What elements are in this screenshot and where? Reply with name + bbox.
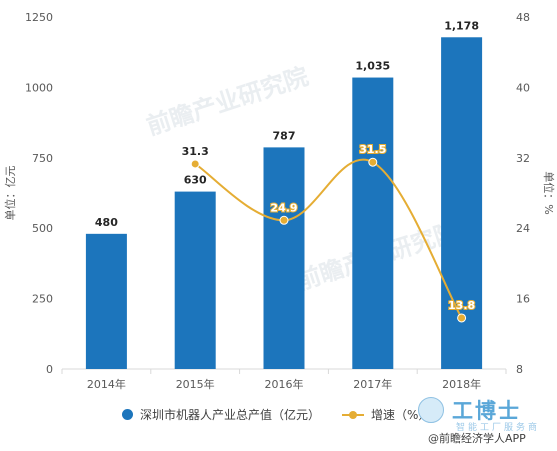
- bar: [85, 233, 127, 369]
- x-tick-label: 2018年: [442, 377, 481, 391]
- line-series: 31.3 24.9 31.5 13.8: [182, 142, 476, 323]
- mascot-icon: [418, 397, 444, 423]
- axes: 2014年 2015年 2016年 2017年 2018年 0 250 500 750 1000 1…: [3, 11, 556, 391]
- bar-series: 480 630 787 1,035 1,178: [85, 19, 483, 369]
- bar-value-label: 480: [95, 216, 118, 229]
- y-left-tick-label: 750: [32, 152, 53, 165]
- source-credit: @前瞻经济学人APP: [428, 432, 526, 445]
- bar-value-label: 787: [273, 129, 296, 142]
- bar-value-label: 630: [184, 174, 207, 187]
- legend-item-line[interactable]: 增速（%）: [342, 406, 430, 423]
- bar: [174, 191, 216, 369]
- y-left-axis-title: 单位：亿元: [3, 166, 17, 221]
- legend-item-bar[interactable]: 深圳市机器人产业总产值（亿元）: [122, 406, 320, 423]
- y-right-tick-label: 8: [516, 363, 523, 376]
- line-point: [457, 313, 467, 323]
- line-value-label: 13.8: [448, 299, 475, 312]
- legend: 深圳市机器人产业总产值（亿元） 增速（%）: [122, 402, 452, 426]
- y-left-tick-label: 500: [32, 222, 53, 235]
- y-right-tick-label: 48: [516, 11, 530, 24]
- line-value-label: 31.3: [182, 145, 209, 158]
- legend-line-label: 增速（%）: [371, 407, 431, 422]
- line-point: [190, 159, 200, 169]
- bar: [352, 77, 394, 369]
- line-value-label: 24.9: [270, 201, 297, 214]
- legend-line-swatch: [342, 409, 365, 420]
- x-tick-label: 2017年: [353, 377, 392, 391]
- x-tick-label: 2016年: [265, 377, 304, 391]
- brand-logo: 工博士 智能工厂服务商: [412, 395, 552, 447]
- x-tick-label: 2014年: [87, 377, 126, 391]
- bar: [263, 147, 305, 369]
- bar-value-label: 1,035: [355, 60, 390, 73]
- y-right-tick-label: 32: [516, 152, 530, 165]
- y-right-axis-title: 单位：%: [542, 171, 556, 214]
- line-point: [279, 215, 289, 225]
- y-right-tick-label: 16: [516, 293, 530, 306]
- brand-subtitle: 智能工厂服务商: [456, 423, 541, 433]
- legend-bar-label: 深圳市机器人产业总产值（亿元）: [140, 407, 321, 422]
- x-tick-label: 2015年: [176, 377, 215, 391]
- y-left-tick-label: 1000: [25, 81, 53, 94]
- y-right-tick-label: 40: [516, 81, 530, 94]
- line-point: [368, 157, 378, 167]
- y-left-tick-label: 0: [46, 363, 53, 376]
- y-left-tick-label: 250: [32, 293, 53, 306]
- y-left-tick-label: 1250: [25, 11, 53, 24]
- combo-chart: 前瞻产业研究院前瞻产业研究院 2014年2015年2016年2017年2018年…: [3, 11, 556, 391]
- y-right-tick-label: 24: [516, 222, 530, 235]
- legend-bar-swatch: [122, 408, 133, 420]
- bar-value-label: 1,178: [444, 19, 479, 32]
- line-value-label: 31.5: [359, 143, 386, 156]
- growth-line: [194, 158, 463, 319]
- brand-mark: 工博士: [452, 399, 521, 423]
